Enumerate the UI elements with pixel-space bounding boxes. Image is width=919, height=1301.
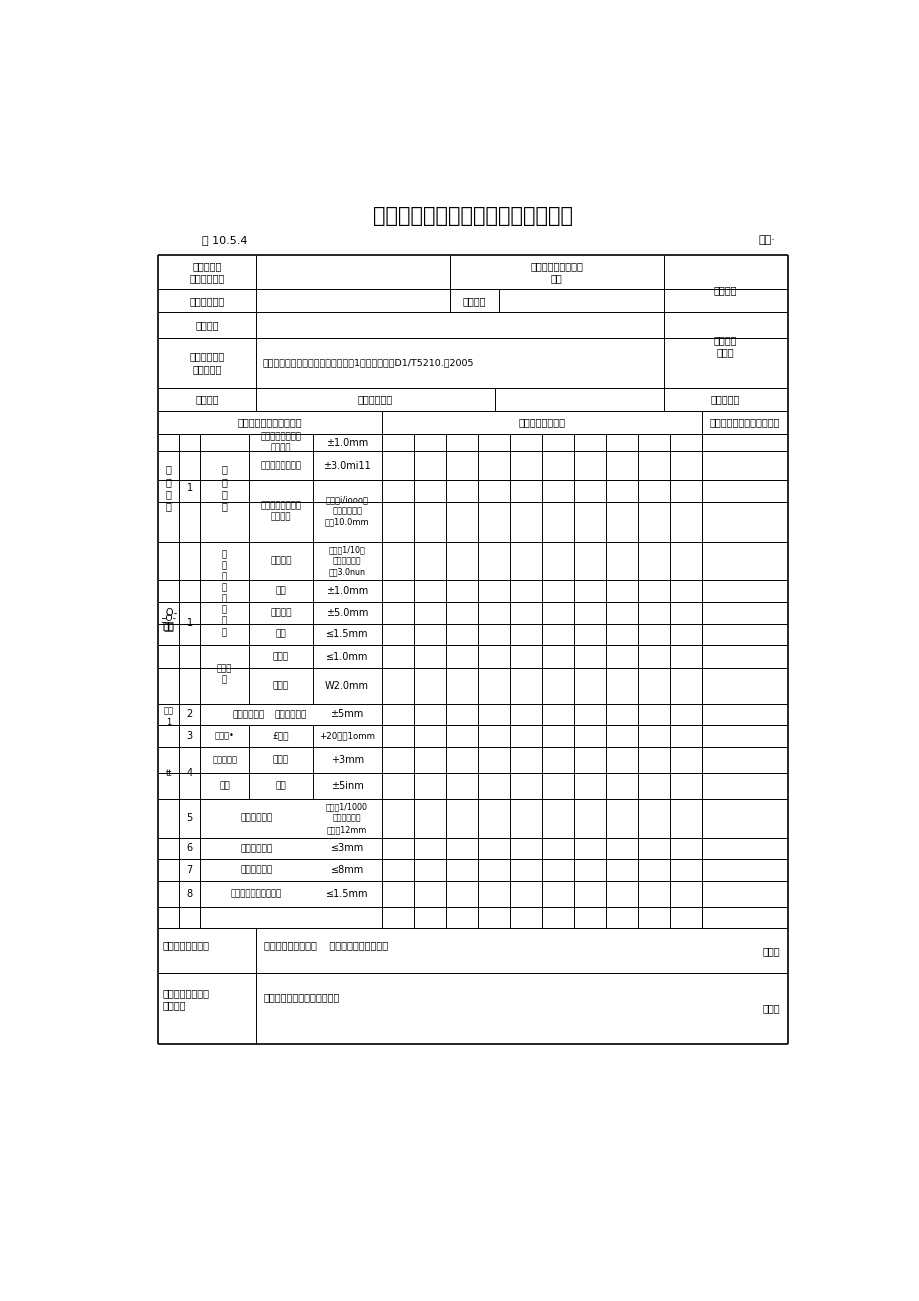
Text: +3mm: +3mm	[330, 755, 363, 765]
Text: 主
控
项
目: 主 控 项 目	[165, 464, 172, 511]
Text: 不大于1/10母
材厚度，且不
大于3.0nun: 不大于1/10母 材厚度，且不 大于3.0nun	[328, 545, 365, 576]
Text: 构件连接处的截面: 构件连接处的截面	[260, 461, 301, 470]
Text: 接合处: 接合处	[273, 756, 289, 765]
Text: _O-
般项: _O- 般项	[161, 613, 176, 632]
Text: 年月日: 年月日	[762, 946, 779, 956]
Text: 1: 1	[187, 483, 193, 493]
Text: ±1.0mm: ±1.0mm	[325, 587, 368, 596]
Text: 施工质量验收规范的规定: 施工质量验收规范的规定	[237, 418, 302, 428]
Text: 搭
接
连
接
组
装
精
度: 搭 接 连 接 组 装 精 度	[221, 550, 227, 636]
Text: ±5inm: ±5inm	[330, 781, 363, 791]
Text: ±5mm: ±5mm	[330, 709, 363, 719]
Text: 连接处: 连接处	[273, 652, 289, 661]
Text: ≤1.5mm: ≤1.5mm	[325, 889, 368, 899]
Text: 1: 1	[187, 618, 193, 628]
Text: 柱截面尺寸: 柱截面尺寸	[212, 756, 237, 765]
Text: 其它处: 其它处	[273, 682, 289, 691]
Text: 多节柱•: 多节柱•	[214, 732, 234, 740]
Text: 分项工程名称: 分项工程名称	[189, 295, 224, 306]
Text: 5: 5	[187, 813, 193, 824]
Text: 表 10.5.4: 表 10.5.4	[201, 235, 247, 245]
Text: 编号·: 编号·	[757, 235, 775, 245]
Text: 缝隙: 缝隙	[275, 630, 286, 639]
Text: 柱脚底板翘曲: 柱脚底板翘曲	[240, 844, 272, 853]
Text: 监理（建设）单位验收记录: 监理（建设）单位验收记录	[709, 418, 779, 428]
Text: 每节柱身扭曲: 每节柱身扭曲	[240, 865, 272, 874]
Text: 分部（子分部）工程
名称: 分部（子分部）工程 名称	[529, 260, 583, 284]
Text: 监理（建设）单位
验收结论: 监理（建设）单位 验收结论	[162, 987, 209, 1011]
Text: 施工班组长: 施工班组长	[710, 394, 740, 405]
Text: 受压构件（杆件）
弯曲矢高: 受压构件（杆件） 弯曲矢高	[260, 501, 301, 522]
Text: +20～一1omm: +20～一1omm	[319, 732, 375, 740]
Text: 3: 3	[187, 731, 193, 742]
Text: 支承面至第一个安
装孔距离: 支承面至第一个安 装孔距离	[260, 432, 301, 453]
Text: £偏差: £偏差	[272, 732, 289, 740]
Text: 电力建设施工质量验收及评定规程第1部分土建工程D1/T5210.卜2005: 电力建设施工质量验收及评定规程第1部分土建工程D1/T5210.卜2005	[262, 358, 473, 367]
Text: 7: 7	[187, 865, 193, 874]
Text: ±1.0mm: ±1.0mm	[325, 437, 368, 448]
Text: 单位（子单
位）工程名称: 单位（子单 位）工程名称	[189, 260, 224, 284]
Text: 型钢错
位: 型钢错 位	[217, 665, 233, 684]
Text: 施工执行标准
名称及编号: 施工执行标准 名称及编号	[189, 351, 224, 375]
Text: 施工单位自检记录: 施工单位自检记录	[517, 418, 564, 428]
Text: 避雷针组装工程检验批质量验收记录: 避雷针组装工程检验批质量验收记录	[372, 206, 573, 226]
Text: ≤3mm: ≤3mm	[330, 843, 363, 853]
Text: W2.0mm: W2.0mm	[324, 680, 369, 691]
Text: 搭接长度: 搭接长度	[270, 609, 291, 617]
Text: 2: 2	[187, 709, 193, 719]
Text: 分包单位: 分包单位	[195, 394, 219, 405]
Text: 不大于i/iooo杆
件长度，且不
大于10.0mm: 不大于i/iooo杆 件长度，且不 大于10.0mm	[324, 496, 369, 527]
Text: ±3.0mi11: ±3.0mi11	[323, 461, 370, 471]
Text: 施工单位: 施工单位	[195, 320, 219, 330]
Text: ≤8mm: ≤8mm	[330, 865, 363, 874]
Text: ±5.0mm: ±5.0mm	[325, 608, 368, 618]
Text: （建设魏项目专业族负责人）: （建设魏项目专业族负责人）	[264, 991, 340, 1002]
Text: 对口错边: 对口错边	[270, 557, 291, 566]
Text: 项目经理: 项目经理	[713, 285, 737, 295]
Text: 8: 8	[187, 889, 193, 899]
Text: 柱身挠曲矢高: 柱身挠曲矢高	[240, 814, 272, 822]
Text: ≤1.5mm: ≤1.5mm	[325, 630, 368, 639]
Text: 间隙: 间隙	[275, 587, 286, 596]
Text: 4: 4	[187, 769, 193, 778]
Text: 一节柱长偏差: 一节柱长偏差	[233, 710, 265, 719]
Text: 偏基: 偏基	[219, 782, 230, 791]
Text: 外
形
尺
寸: 外 形 尺 寸	[221, 464, 227, 511]
Text: 施工单位检查结果: 施工单位检查结果	[162, 941, 209, 950]
Text: tt: tt	[165, 769, 172, 778]
Text: 专业工长
（施工: 专业工长 （施工	[713, 336, 737, 358]
Text: 6: 6	[187, 843, 193, 853]
Text: 柱头螺栓孔对柱中心线: 柱头螺栓孔对柱中心线	[231, 890, 282, 898]
Text: ≤1.0mm: ≤1.0mm	[325, 652, 368, 662]
Text: 不大于1/1000
柱身高度，且
不大于12mm: 不大于1/1000 柱身高度，且 不大于12mm	[325, 803, 368, 834]
Text: 项目专业质量检查员    项目专业技术负责人：: 项目专业质量检查员 项目专业技术负责人：	[264, 941, 388, 950]
Text: _O-
般项: _O- 般项	[161, 608, 176, 631]
Text: 一节柱长偏差: 一节柱长偏差	[275, 710, 307, 719]
Text: 分包项目经理: 分包项目经理	[357, 394, 392, 405]
Text: 验收部位: 验收部位	[462, 295, 486, 306]
Text: 年月日: 年月日	[762, 1003, 779, 1013]
Text: 其它: 其它	[275, 782, 286, 791]
Text: 般项
1: 般项 1	[164, 706, 174, 727]
